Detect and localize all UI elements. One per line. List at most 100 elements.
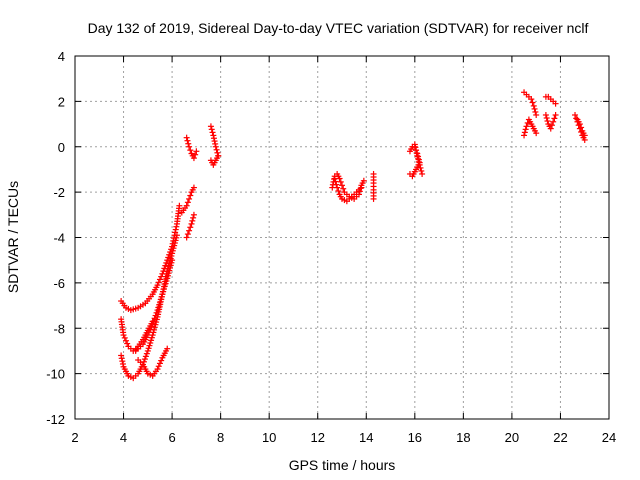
axis-ticks [74,55,610,420]
data-point [154,366,161,373]
data-point [148,337,155,344]
data-point [185,140,192,147]
data-point [533,111,540,118]
data-point [335,187,342,194]
data-point [412,144,419,151]
chart-title: Day 132 of 2019, Sidereal Day-to-day VTE… [88,20,589,36]
data-point [156,360,163,367]
data-point [339,182,345,189]
data-point [146,342,153,349]
data-point [581,132,588,139]
x-axis-label: GPS time / hours [289,457,396,473]
data-point [154,282,161,289]
data-point [190,184,197,191]
data-point [544,118,551,125]
data-point [173,232,180,239]
data-point [187,147,194,154]
data-point [163,259,170,266]
data-point [190,214,197,221]
data-point [184,137,191,144]
data-point [370,195,377,202]
data-point [118,352,125,359]
data-point [548,122,555,129]
y-tick-label: 0 [58,140,65,155]
data-point [208,126,215,133]
data-point [415,155,422,162]
data-point [173,223,180,230]
x-tick-label: 20 [505,430,519,445]
data-point [529,99,536,106]
data-point [184,231,191,238]
y-tick-label: -2 [53,185,65,200]
data-point [332,178,339,185]
x-tick-label: 18 [456,430,470,445]
data-point [572,111,579,118]
data-point [188,220,195,227]
x-tick-label: 22 [553,430,567,445]
data-point [155,279,162,286]
grid-lines [75,56,609,419]
data-point [413,147,420,154]
data-point [418,167,425,174]
data-point [522,126,529,133]
data-point [521,129,528,136]
data-point [212,140,219,147]
data-point [360,177,367,184]
data-point [162,262,169,269]
data-point [155,363,162,370]
data-point [124,340,131,347]
data-point [415,158,422,165]
data-point [531,105,538,112]
data-point [211,138,218,145]
x-tick-label: 12 [310,430,324,445]
x-tick-label: 2 [71,430,78,445]
data-point [358,184,365,191]
x-tick-label: 10 [262,430,276,445]
data-point [193,148,200,155]
data-point [550,118,557,125]
data-point [576,121,583,128]
data-point [414,152,421,159]
data-point [187,192,194,199]
y-tick-label: -10 [46,367,65,382]
data-point [147,339,154,346]
data-point [210,135,217,142]
data-point [552,100,559,107]
data-point [523,123,530,130]
data-point [334,184,341,191]
y-tick-label: -4 [53,231,65,246]
data-point [148,334,155,341]
data-point [542,111,549,118]
data-point [189,217,196,224]
data-point [543,115,550,122]
data-point [578,124,585,131]
y-tick-label: -8 [53,321,65,336]
data-point [143,350,150,357]
data-point [141,356,148,363]
data-point [190,211,197,218]
data-point [119,360,126,367]
data-point [215,152,222,159]
data-point [340,185,347,192]
data-point [144,347,151,354]
x-tick-label: 24 [602,430,616,445]
data-point [186,195,193,202]
data-point [176,202,183,209]
y-tick-labels: -12 -10 -8 -6 -4 -2 0 2 4 [46,49,65,427]
data-point [164,345,171,352]
y-tick-label: 2 [58,94,65,109]
data-point [333,181,340,188]
data-point [532,108,539,115]
data-point [158,357,165,364]
x-tick-labels: 2 4 6 8 10 12 14 16 18 20 22 24 [71,430,616,445]
x-tick-label: 14 [359,430,373,445]
data-point [190,155,197,162]
data-point [212,143,219,150]
data-point [156,276,163,283]
data-point [183,134,190,141]
data-point [417,164,424,171]
data-point [172,226,179,233]
data-point [416,161,423,168]
x-tick-label: 6 [168,430,175,445]
